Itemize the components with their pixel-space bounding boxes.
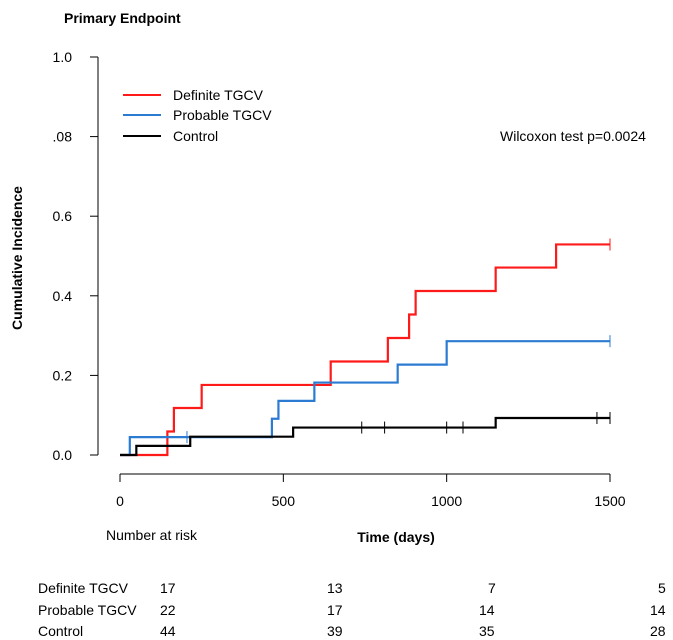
risk-cell: 17	[327, 602, 343, 618]
y-tick-label: 0.0	[53, 447, 73, 463]
y-axis-label: Cumulative Incidence	[9, 186, 25, 330]
chart-title: Primary Endpoint	[64, 10, 181, 26]
x-tick-label: 1000	[431, 493, 462, 509]
risk-cell: 14	[479, 602, 495, 618]
y-tick-label: .08	[53, 129, 73, 145]
risk-cell: 7	[488, 580, 496, 596]
x-tick-label: 1500	[594, 493, 625, 509]
legend-label-probable: Probable TGCV	[173, 107, 272, 123]
risk-cell: 35	[479, 623, 495, 639]
axes: 0.0 0.2 0.4 0.6 .08 1.0 0 500 1000 1500	[53, 49, 626, 509]
risk-cell: 22	[160, 602, 176, 618]
risk-row-name: Control	[38, 623, 84, 639]
y-ticks: 0.0 0.2 0.4 0.6 .08 1.0	[53, 49, 98, 463]
series-line-probable-tgcv	[120, 340, 610, 457]
y-tick-label: 1.0	[53, 49, 73, 65]
curves	[120, 238, 611, 457]
test-annotation: Wilcoxon test p=0.0024	[500, 128, 646, 144]
legend: Definite TGCV Probable TGCV Control	[123, 87, 272, 144]
x-tick-label: 0	[116, 493, 124, 509]
y-tick-label: 0.2	[53, 367, 73, 383]
x-ticks: 0 500 1000 1500	[116, 474, 626, 509]
risk-row-name: Probable TGCV	[38, 602, 137, 618]
x-tick-label: 500	[272, 493, 296, 509]
series-line-control	[120, 416, 610, 457]
risk-row-name: Definite TGCV	[38, 580, 128, 596]
risk-cell: 39	[327, 623, 343, 639]
y-tick-label: 0.4	[53, 288, 73, 304]
risk-cell: 5	[658, 580, 666, 596]
risk-cell: 17	[160, 580, 176, 596]
x-axis-label: Time (days)	[357, 529, 435, 545]
legend-label-control: Control	[173, 128, 218, 144]
y-tick-label: 0.6	[53, 208, 73, 224]
series-line-definite-tgcv	[120, 243, 610, 457]
legend-label-definite: Definite TGCV	[173, 87, 264, 103]
risk-cell: 44	[160, 623, 176, 639]
risk-cell: 28	[650, 623, 666, 639]
risk-cell: 13	[327, 580, 343, 596]
risk-table-label: Number at risk	[106, 527, 198, 543]
risk-cell: 14	[650, 602, 666, 618]
